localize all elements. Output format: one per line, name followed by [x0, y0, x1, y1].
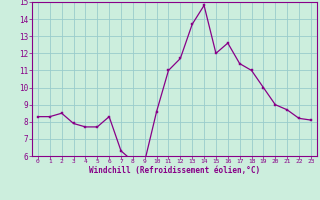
X-axis label: Windchill (Refroidissement éolien,°C): Windchill (Refroidissement éolien,°C) — [89, 166, 260, 175]
